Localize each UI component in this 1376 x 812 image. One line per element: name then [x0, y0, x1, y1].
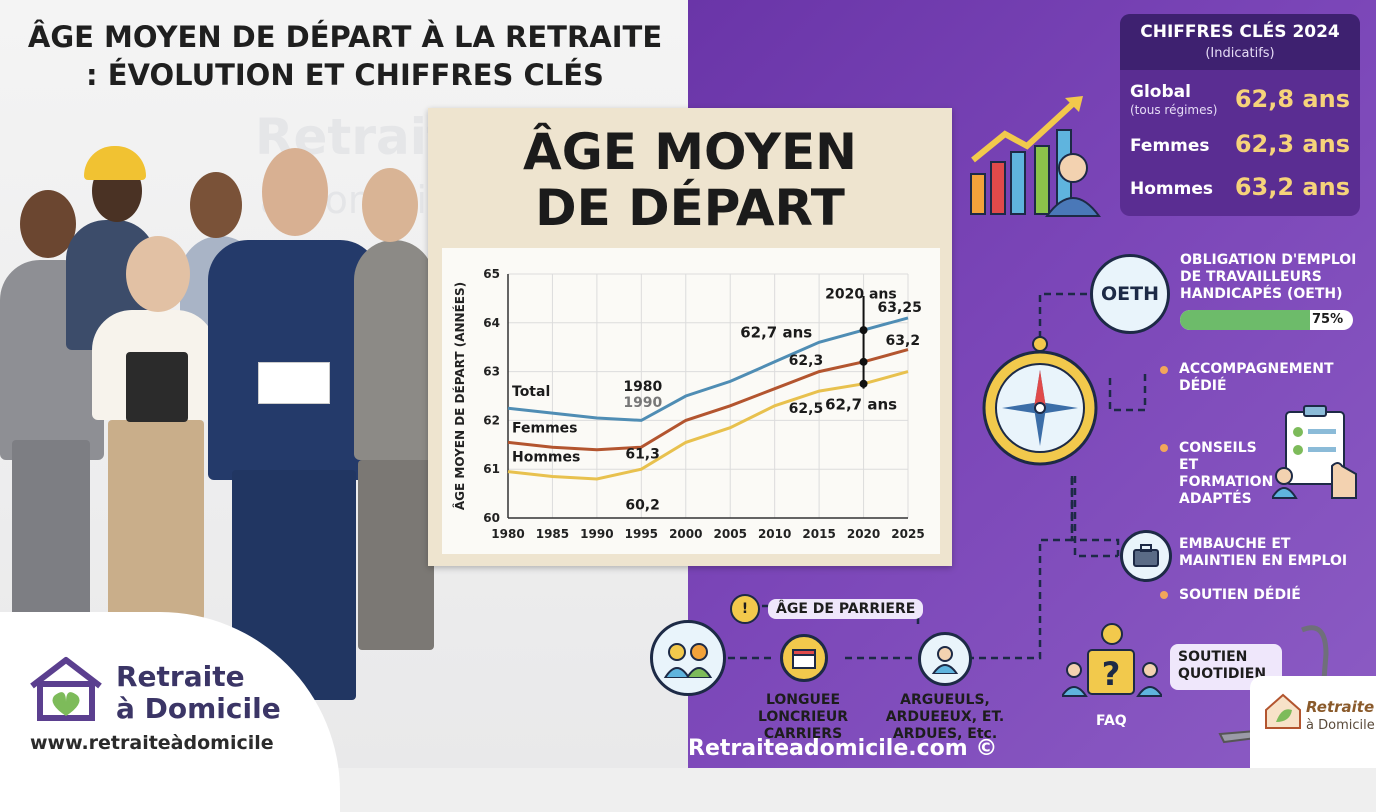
group-icon	[663, 643, 713, 678]
marker-point	[859, 326, 868, 335]
chart-annotation: 1990	[623, 395, 662, 411]
series-line-femmes	[507, 348, 909, 452]
growth-chart-icon	[970, 96, 1101, 217]
chart-annotation: 62,3	[789, 353, 824, 369]
key-figure-sublabel-global: (tous régimes)	[1130, 103, 1218, 117]
flow-step2: ARGUEULS, ARDUEEUX, ET. ARDUES, Etc.	[885, 692, 1005, 742]
key-figure-value-hommes: 63,2 ans	[1234, 173, 1350, 201]
clipboard-icon	[126, 352, 188, 422]
parriere-pill-wrap: ! ÂGE DE PARRIERE	[730, 594, 924, 624]
x-tick-label: 1995	[625, 527, 658, 541]
y-tick-label: 64	[483, 316, 500, 330]
y-tick-label: 65	[483, 267, 500, 281]
oeth-label: OETH	[1101, 283, 1159, 305]
chart-annotation: 61,3	[625, 446, 660, 462]
logo-name-line2: à Domicile	[116, 692, 281, 725]
item-soutien-dedie: SOUTIEN DÉDIÉ	[1179, 587, 1301, 603]
chart-annotation: 2020 ans	[825, 286, 897, 302]
faq-icon: ?	[1062, 623, 1162, 697]
parriere-pill: ÂGE DE PARRIERE	[768, 599, 924, 619]
key-figure-label-hommes: Hommes	[1130, 179, 1213, 199]
oeth-badge: OETH	[1090, 254, 1170, 334]
item-soutien-quotidien: SOUTIEN QUOTIDIEN	[1178, 649, 1267, 682]
chart-annotation: 62,5	[789, 401, 824, 417]
people-circle	[650, 620, 726, 696]
series-label: Femmes	[512, 420, 578, 436]
item-embauche: EMBAUCHE ET MAINTIEN EN EMPLOI	[1179, 536, 1348, 569]
chart-annotation: 62,7 ans	[825, 396, 897, 414]
x-tick-label: 2000	[669, 527, 702, 541]
x-tick-label: 1985	[536, 527, 569, 541]
panel-title-line1: ÂGE MOYEN	[523, 123, 857, 181]
x-tick-label: 2015	[802, 527, 835, 541]
worker-icon	[931, 646, 959, 674]
badge-line1: Retraite	[1306, 698, 1375, 716]
key-figures-header	[1120, 14, 1360, 70]
faq-label: FAQ	[1096, 713, 1127, 729]
svg-text:?: ?	[1102, 655, 1121, 693]
oeth-progress-label: 75%	[1312, 312, 1344, 327]
panel-title: ÂGE MOYEN DE DÉPART	[428, 124, 952, 236]
key-figure-label-femmes: Femmes	[1130, 136, 1210, 156]
x-tick-label: 2005	[714, 527, 747, 541]
warning-icon: !	[730, 594, 760, 624]
worker-circle	[918, 632, 972, 686]
line-chart: 1980 1985 1990 1995 2000 2005 2010 2015 2020 2025…	[452, 267, 925, 541]
series-label: Hommes	[512, 450, 580, 466]
compass-icon	[982, 336, 1098, 466]
x-tick-label: 1980	[491, 527, 524, 541]
marker-point	[859, 379, 868, 388]
chart-annotation: 62,7 ans	[740, 323, 812, 341]
item-accompagnement: ACCOMPAGNEMENT DÉDIÉ	[1179, 361, 1334, 394]
x-tick-label: 2010	[758, 527, 791, 541]
page-title: ÂGE MOYEN DE DÉPART À LA RETRAITE : ÉVOL…	[20, 18, 670, 94]
page-title-line2: : ÉVOLUTION ET CHIFFRES CLÉS	[86, 58, 604, 92]
chart-annotation: 1980	[623, 379, 662, 395]
key-figure-value-femmes: 62,3 ans	[1234, 130, 1350, 158]
panel-title-line2: DE DÉPART	[535, 179, 845, 237]
x-tick-label: 1990	[580, 527, 613, 541]
x-tick-label: 2025	[891, 527, 924, 541]
y-tick-label: 63	[483, 365, 500, 379]
key-figures-subtitle: (Indicatifs)	[1205, 46, 1275, 61]
y-tick-label: 61	[483, 462, 500, 476]
calendar-circle	[780, 634, 828, 682]
checklist-icon	[1272, 405, 1357, 499]
flow-step1: LONGUEE LONCRIEUR CARRIERS	[757, 692, 848, 742]
y-tick-label: 62	[483, 413, 500, 427]
house-leaf-icon	[1265, 693, 1301, 729]
y-tick-label: 60	[483, 511, 500, 525]
series-line-total	[507, 316, 909, 422]
oeth-progress-bar	[1180, 310, 1353, 330]
chart-annotation: 63,2	[886, 333, 921, 349]
bullet-dot	[1160, 366, 1168, 374]
oeth-progress-fill	[1180, 310, 1310, 330]
briefcase-badge	[1120, 530, 1172, 582]
logo-url: www.retraiteàdomicile	[30, 732, 274, 754]
bullet-dot	[1160, 444, 1168, 452]
bullet-dot	[1160, 591, 1168, 599]
x-tick-label: 2020	[847, 527, 880, 541]
document-icon	[258, 362, 330, 404]
chart-annotation: 60,2	[625, 498, 660, 514]
key-figure-label-global: Global	[1130, 82, 1191, 102]
page-title-line1: ÂGE MOYEN DE DÉPART À LA RETRAITE	[27, 20, 663, 54]
calendar-icon	[792, 649, 816, 669]
item-conseils: CONSEILS ET FORMATION ADAPTÉS	[1179, 440, 1274, 507]
key-figures-title: CHIFFRES CLÉS 2024	[1140, 22, 1340, 42]
house-logo-icon	[30, 657, 102, 721]
briefcase-icon	[1133, 544, 1159, 567]
footer-url: Retraiteadomicile.com ©	[688, 736, 998, 761]
badge-line2: à Domicile	[1306, 718, 1375, 733]
logo-name-line1: Retraite	[116, 660, 245, 693]
badge-logo: Retraite à Domicile	[1250, 676, 1376, 768]
chart-annotation: 63,25	[878, 300, 922, 316]
marker-point	[859, 357, 868, 366]
series-line-hommes	[507, 370, 909, 481]
oeth-title: OBLIGATION D'EMPLOI DE TRAVAILLEURS HAND…	[1180, 252, 1357, 302]
y-axis-label: ÂGE MOYEN DE DÉPART (ANNÉES)	[452, 282, 467, 510]
chart-area	[442, 248, 940, 554]
series-label: Total	[512, 384, 550, 400]
key-figure-value-global: 62,8 ans	[1234, 85, 1350, 113]
